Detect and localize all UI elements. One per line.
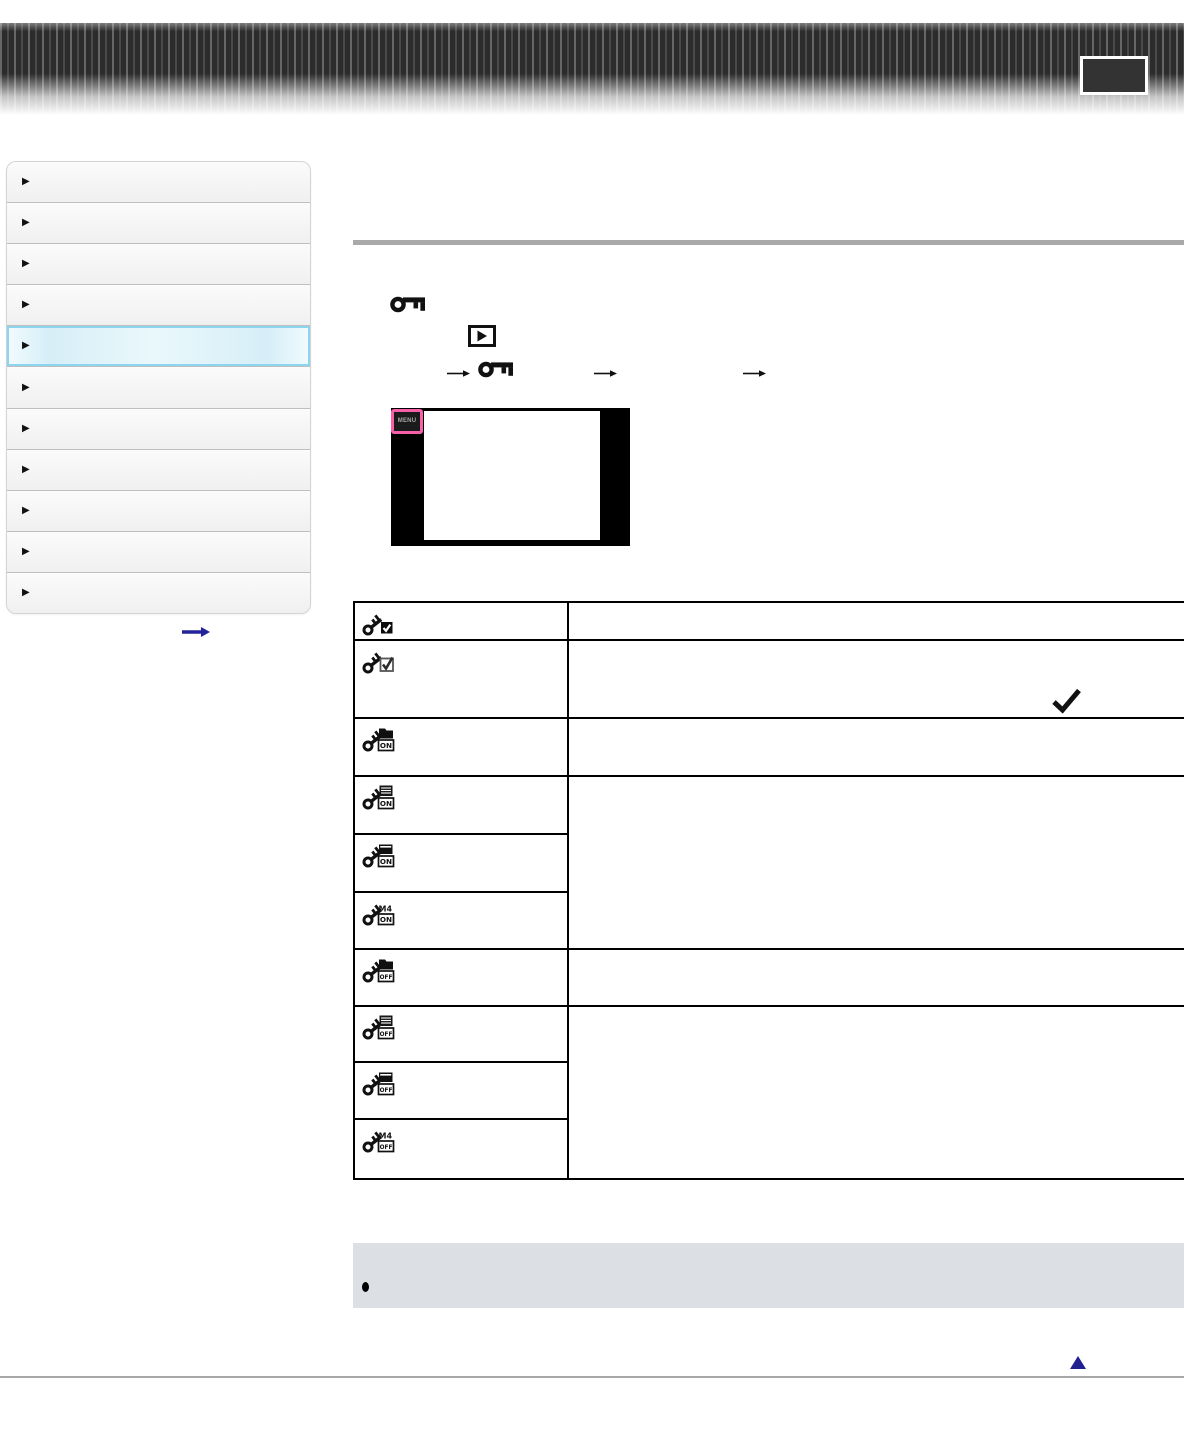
key-folder-off-icon: OFF xyxy=(361,959,395,988)
menu-button-highlight: MENU xyxy=(391,409,423,434)
protect-option-cell: OFF xyxy=(355,1007,569,1063)
sidebar-item-active[interactable]: ▶ xyxy=(7,326,310,368)
menu-path-arrow-icon xyxy=(594,365,617,377)
menu-path-arrow-icon xyxy=(447,365,470,377)
protect-key-icon xyxy=(390,294,426,321)
key-mp4-on-icon: M4 ON xyxy=(361,905,395,931)
protect-description-cell xyxy=(569,777,1184,950)
key-mp4-off-icon: M4 OFF xyxy=(361,1132,395,1158)
triangle-right-icon: ▶ xyxy=(22,176,30,188)
note-bullet xyxy=(362,1282,369,1292)
svg-text:M4: M4 xyxy=(379,905,393,914)
svg-text:M4: M4 xyxy=(379,1132,393,1141)
menu-path-arrow-icon xyxy=(743,365,766,377)
footer-divider xyxy=(0,1376,1184,1378)
protect-option-cell: ON xyxy=(355,835,569,893)
key-date-on-icon: ON xyxy=(361,785,395,815)
protect-option-cell: M4 OFF xyxy=(355,1120,569,1178)
playback-mode-icon xyxy=(468,325,496,347)
svg-text:OFF: OFF xyxy=(380,1088,393,1094)
play-triangle-icon xyxy=(477,330,487,342)
svg-text:ON: ON xyxy=(380,915,392,924)
triangle-right-icon: ▶ xyxy=(22,340,30,352)
sidebar-item[interactable]: ▶ xyxy=(7,449,310,491)
triangle-right-icon: ▶ xyxy=(22,258,30,270)
notes-box xyxy=(353,1243,1184,1308)
camera-screen-image: MENU xyxy=(391,408,630,546)
svg-text:OFF: OFF xyxy=(380,1032,393,1038)
svg-text:OFF: OFF xyxy=(380,975,393,981)
protect-option-cell: ON xyxy=(355,719,569,777)
svg-text:ON: ON xyxy=(380,857,392,866)
key-folder-on-icon: ON xyxy=(361,728,395,757)
triangle-right-icon: ▶ xyxy=(22,381,30,393)
sidebar-item[interactable]: ▶ xyxy=(7,162,310,204)
title-divider xyxy=(353,240,1184,245)
sidebar-item[interactable]: ▶ xyxy=(7,285,310,327)
camera-screen-area xyxy=(424,411,600,540)
check-mark-icon xyxy=(1051,687,1083,720)
header-button[interactable] xyxy=(1080,56,1148,95)
key-check-outline-icon xyxy=(361,652,395,679)
triangle-right-icon: ▶ xyxy=(22,463,30,475)
svg-text:ON: ON xyxy=(380,799,392,808)
key-film-on-icon: ON xyxy=(361,844,395,873)
protect-description-cell xyxy=(569,719,1184,777)
svg-text:ON: ON xyxy=(380,741,392,750)
sidebar-item[interactable]: ▶ xyxy=(7,531,310,573)
svg-text:OFF: OFF xyxy=(380,1145,393,1151)
key-film-off-icon: OFF xyxy=(361,1072,395,1101)
protect-description-cell xyxy=(569,1007,1184,1178)
back-to-top-icon[interactable] xyxy=(1070,1356,1086,1369)
triangle-right-icon: ▶ xyxy=(22,217,30,229)
key-check-filled-icon xyxy=(361,614,395,641)
protect-option-cell: ON xyxy=(355,777,569,835)
protect-option-cell xyxy=(355,603,569,641)
protect-options-table: ON ON ON M4 ON OFF OFF OFF M4 OFF xyxy=(353,601,1184,1180)
sidebar-item[interactable]: ▶ xyxy=(7,203,310,245)
protect-description-cell xyxy=(569,950,1184,1007)
sidebar-more-arrow-icon[interactable] xyxy=(182,626,210,638)
sidebar-item[interactable]: ▶ xyxy=(7,367,310,409)
triangle-right-icon: ▶ xyxy=(22,504,30,516)
sidebar-item[interactable]: ▶ xyxy=(7,244,310,286)
triangle-right-icon: ▶ xyxy=(22,545,30,557)
protect-option-cell xyxy=(355,641,569,719)
sidebar-nav: ▶ ▶ ▶ ▶ ▶ ▶ ▶ ▶ ▶ ▶ ▶ xyxy=(6,161,311,614)
menu-path-key-icon xyxy=(478,359,514,386)
sidebar-item[interactable]: ▶ xyxy=(7,408,310,450)
protect-description-cell xyxy=(569,641,1184,719)
protect-option-cell: M4 ON xyxy=(355,893,569,950)
protect-option-cell: OFF xyxy=(355,1063,569,1120)
header-banner xyxy=(0,23,1184,115)
triangle-right-icon: ▶ xyxy=(22,299,30,311)
protect-description-cell xyxy=(569,603,1184,641)
key-date-off-icon: OFF xyxy=(361,1015,395,1045)
triangle-right-icon: ▶ xyxy=(22,422,30,434)
protect-option-cell: OFF xyxy=(355,950,569,1007)
sidebar-item[interactable]: ▶ xyxy=(7,490,310,532)
sidebar-item[interactable]: ▶ xyxy=(7,572,310,613)
triangle-right-icon: ▶ xyxy=(22,586,30,598)
